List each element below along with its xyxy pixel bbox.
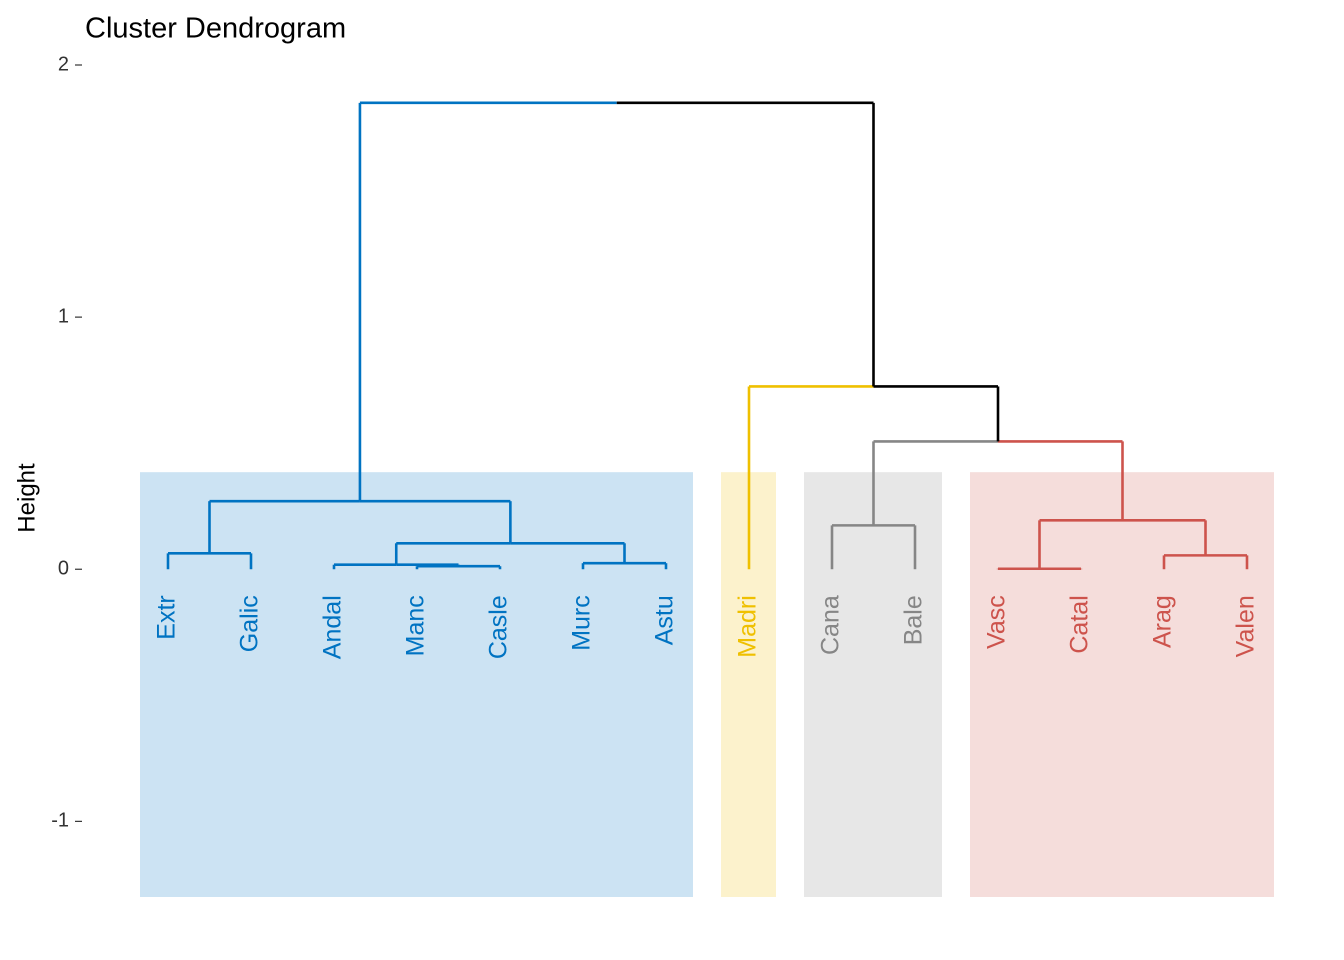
cluster-box: [804, 472, 942, 897]
y-tick-label: -1: [51, 810, 69, 832]
leaf-label: Andal: [319, 595, 347, 659]
chart-title: Cluster Dendrogram: [85, 13, 346, 45]
leaf-label: Cana: [817, 595, 845, 655]
leaf-label: Vasc: [983, 595, 1011, 649]
cluster-box: [970, 472, 1274, 897]
leaf-label: Manc: [402, 595, 430, 656]
cluster-box: [140, 472, 693, 897]
leaf-label: Galic: [236, 595, 264, 652]
leaf-label: Madri: [734, 595, 762, 658]
y-tick-label: 2: [58, 53, 69, 75]
leaf-label: Astu: [651, 595, 679, 645]
leaf-label: Arag: [1149, 595, 1177, 648]
y-tick-label: 1: [58, 305, 69, 327]
leaf-label: Catal: [1066, 595, 1094, 653]
leaf-label: Casle: [485, 595, 513, 659]
leaf-label: Bale: [900, 595, 928, 645]
y-axis-label: Height: [13, 463, 40, 533]
leaf-label: Valen: [1232, 595, 1260, 657]
y-tick-label: 0: [58, 558, 69, 580]
leaf-label: Extr: [153, 595, 181, 639]
leaf-label: Murc: [568, 595, 596, 651]
